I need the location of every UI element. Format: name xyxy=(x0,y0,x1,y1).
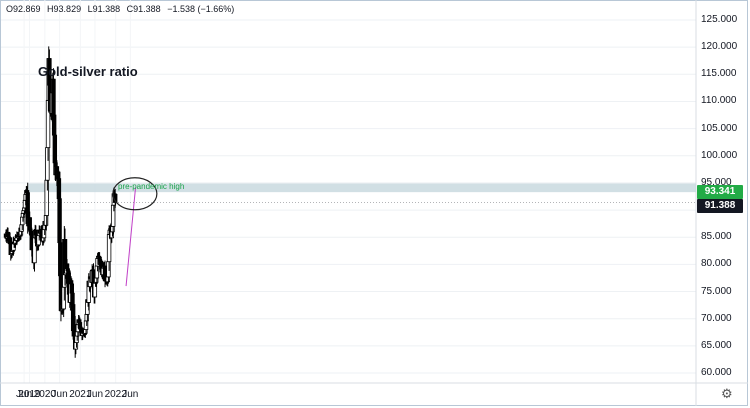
candle-body xyxy=(74,335,79,343)
candle-body xyxy=(68,280,74,285)
candle-body xyxy=(56,171,61,179)
candle-body xyxy=(57,198,62,244)
ohlc-change: −1.538 (−1.66%) xyxy=(167,4,235,14)
y-tick-label: 115.000 xyxy=(701,68,737,80)
y-tick-label: 120.000 xyxy=(701,41,738,53)
y-tick-label: 110.000 xyxy=(701,95,737,107)
x-tick-label: Jun xyxy=(122,389,139,400)
zone-label: pre-pandemic high xyxy=(118,182,185,191)
y-tick-label: 80.000 xyxy=(701,258,732,270)
gear-icon[interactable]: ⚙ xyxy=(721,386,733,401)
candle-body xyxy=(70,292,75,305)
candle-body xyxy=(84,313,89,322)
candle-body xyxy=(110,204,116,227)
y-tick-label: 95.000 xyxy=(701,176,732,188)
candle-body xyxy=(18,230,24,236)
candle-body xyxy=(83,329,88,334)
y-tick-label: 125.000 xyxy=(701,14,738,25)
candle-body xyxy=(43,215,49,226)
candle-body xyxy=(77,319,82,323)
candle-body xyxy=(19,224,24,232)
last-price-badge: 91.388 xyxy=(697,199,743,213)
ohlc-high: H93.829 xyxy=(47,4,82,14)
x-tick-label: 2020 xyxy=(33,389,56,400)
candle-body xyxy=(94,265,100,279)
resistance-price-badge: 93.341 xyxy=(697,185,743,199)
ohlc-readout: O92.869 H93.829 L91.388 C91.388 −1.538 (… xyxy=(6,4,238,14)
candle-body xyxy=(75,331,80,337)
highlight-ellipse xyxy=(112,177,158,211)
trendline xyxy=(125,187,137,287)
candle-body xyxy=(52,134,58,164)
y-tick-label: 65.000 xyxy=(701,339,732,351)
candle-body xyxy=(58,242,63,277)
candle-body xyxy=(73,342,79,350)
candle-body xyxy=(51,78,56,116)
candle-body xyxy=(28,230,34,235)
candle-body xyxy=(51,114,57,136)
y-tick-label: 75.000 xyxy=(701,285,732,297)
resistance-zone xyxy=(28,183,696,193)
candle-body xyxy=(20,216,25,226)
x-tick-label: 2021 xyxy=(69,389,92,400)
candle-body xyxy=(61,286,66,310)
y-tick-label: 105.000 xyxy=(701,122,738,134)
ohlc-close: C91.388 xyxy=(126,4,161,14)
y-tick-label: 70.000 xyxy=(701,312,732,324)
x-tick-label: 2022 xyxy=(104,389,127,400)
chart-title: Gold-silver ratio xyxy=(38,64,138,79)
ohlc-low: L91.388 xyxy=(87,4,121,14)
candle-body xyxy=(45,147,50,181)
candle-body xyxy=(83,320,89,330)
candle-body xyxy=(41,229,47,239)
candle-body xyxy=(110,225,115,233)
y-tick-label: 60.000 xyxy=(701,367,732,378)
candle-body xyxy=(105,276,110,283)
candle-body xyxy=(106,261,111,278)
candle-body xyxy=(56,178,62,200)
y-tick-label: 85.000 xyxy=(701,231,732,243)
candle-body xyxy=(94,277,99,283)
x-tick-label: 2019 xyxy=(18,389,41,400)
candle-body xyxy=(44,179,49,216)
ohlc-open: O92.869 xyxy=(6,4,41,14)
candle-body xyxy=(41,237,46,242)
x-tick-label: Jun xyxy=(51,389,68,400)
x-tick-label: Jun xyxy=(86,389,104,400)
candle-body xyxy=(98,260,104,265)
x-tick-label: Jun xyxy=(16,389,33,400)
candle-body xyxy=(106,234,112,263)
y-tick-label: 100.000 xyxy=(701,149,738,161)
candle-body xyxy=(69,283,74,294)
